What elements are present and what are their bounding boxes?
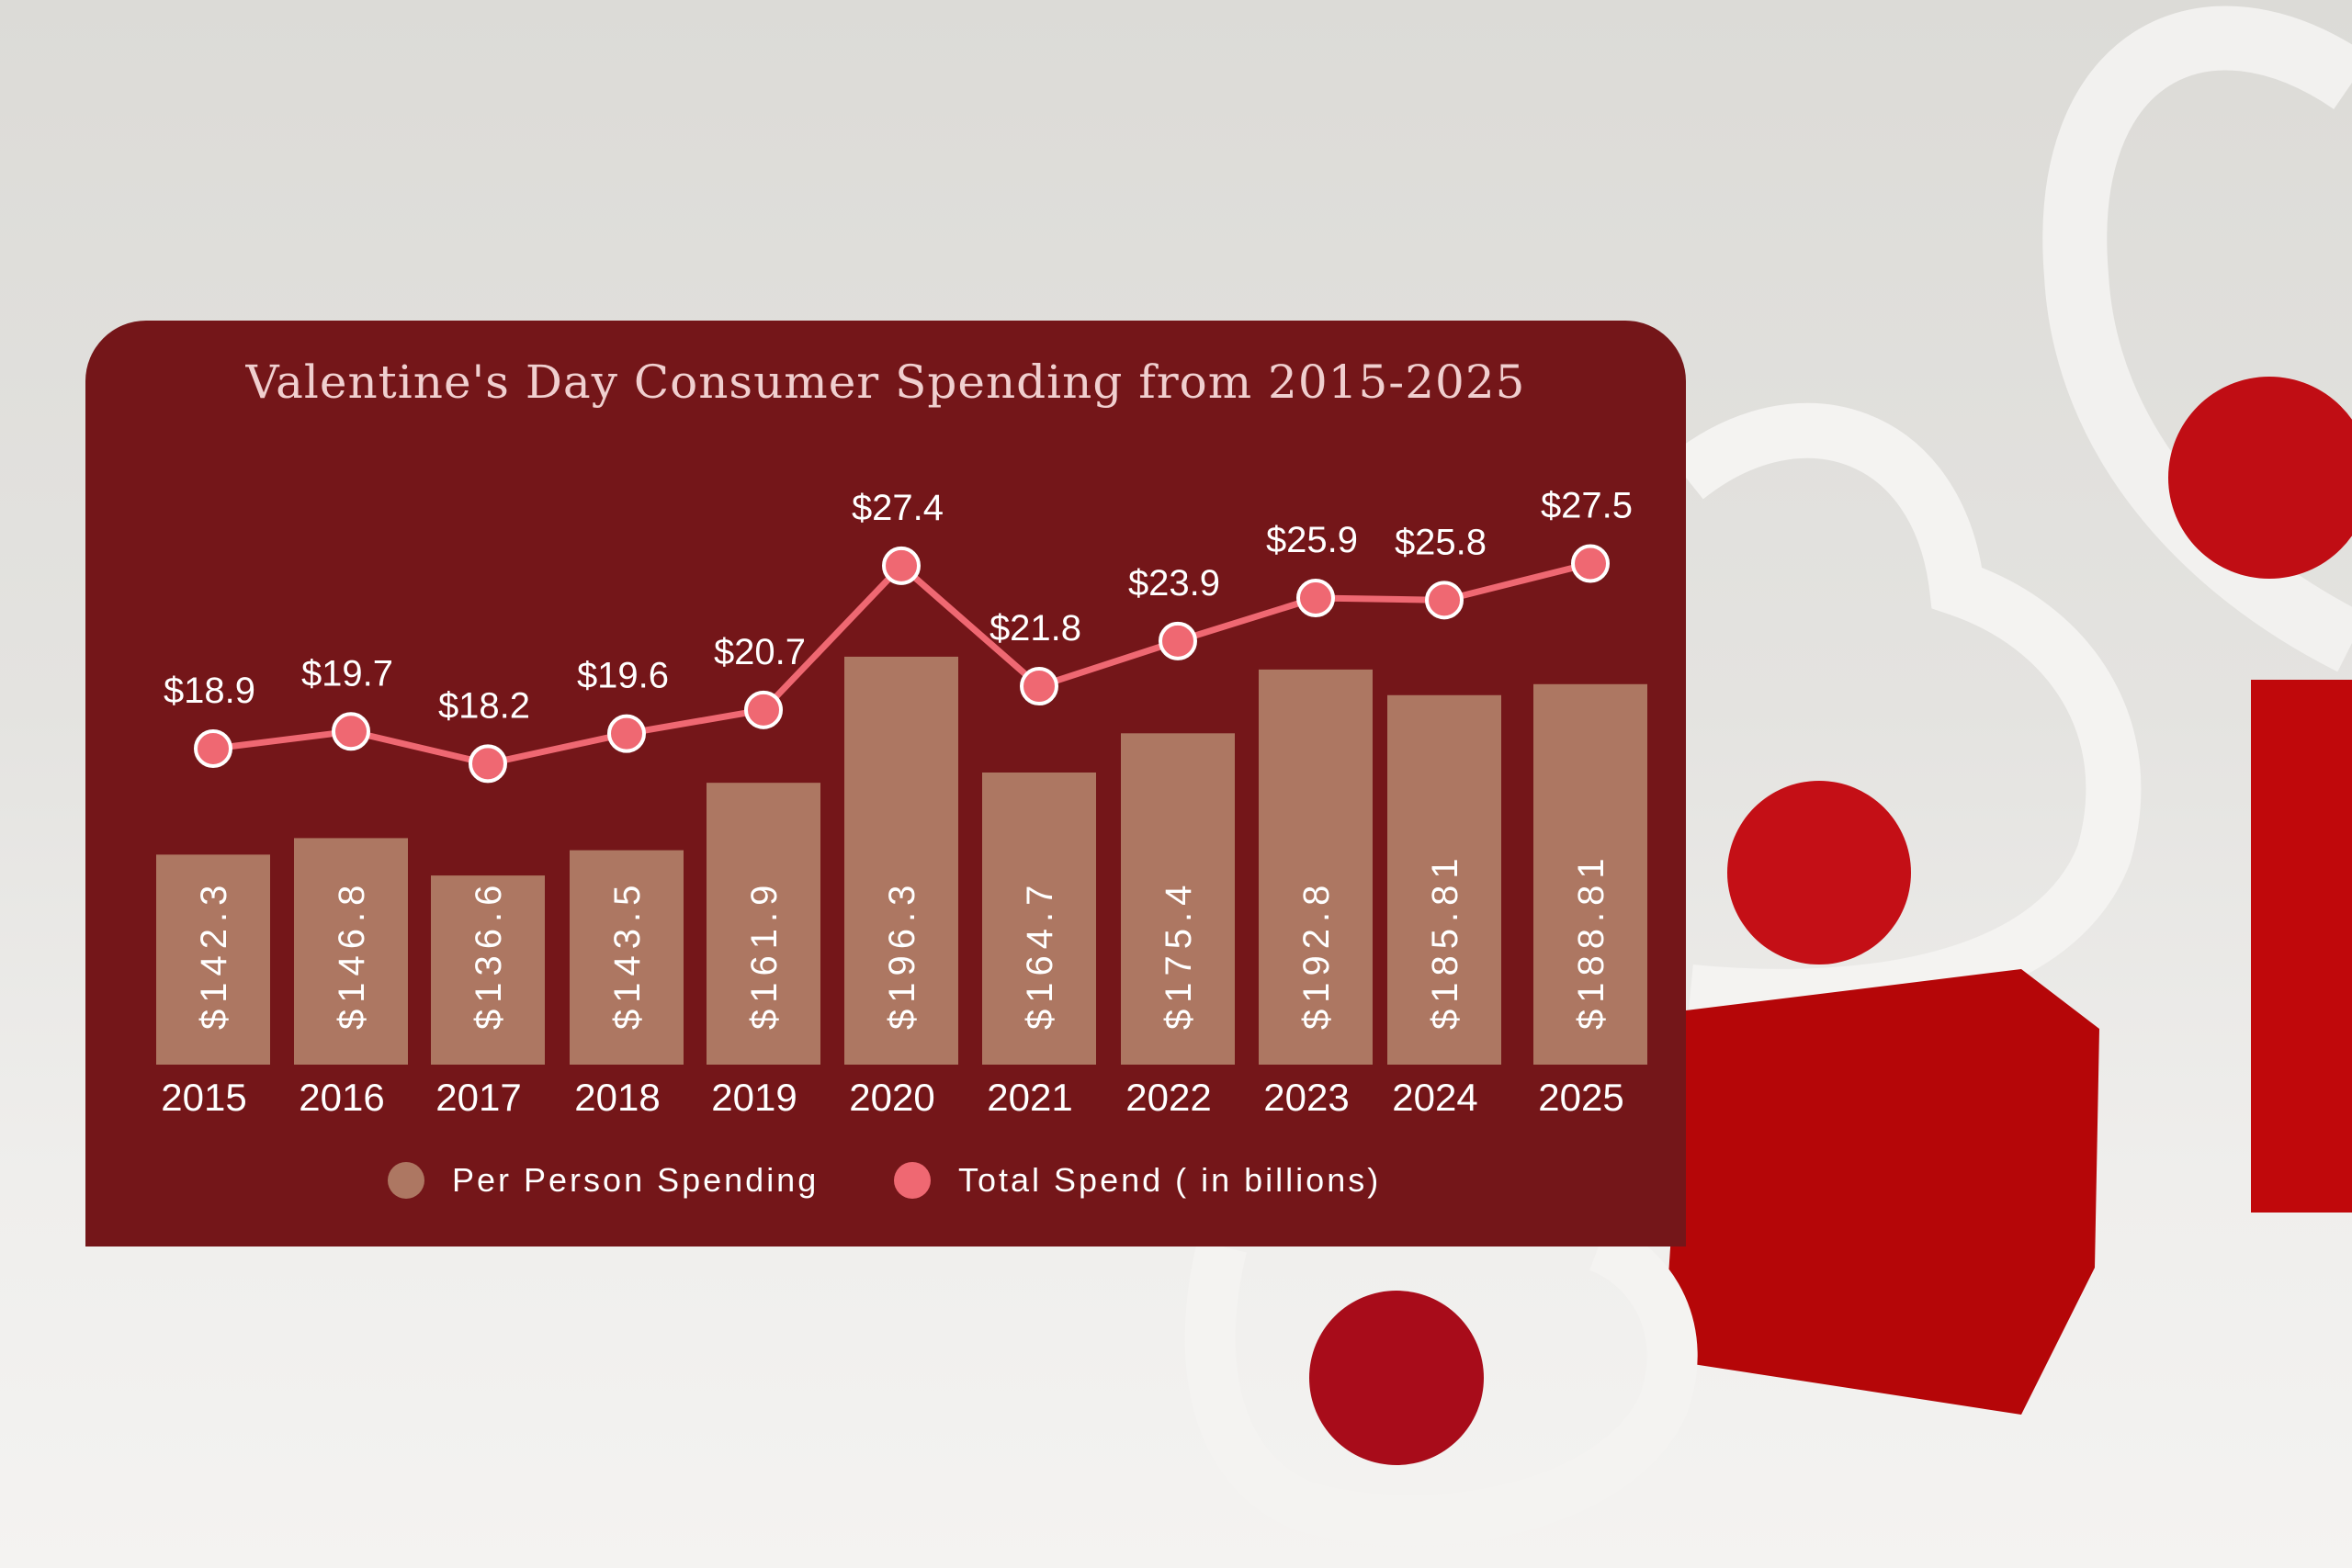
bar-value-label: $136.6 (469, 879, 509, 1030)
legend: Per Person Spending Total Spend ( in bil… (85, 1161, 1686, 1216)
bar-value-label: $185.81 (1425, 852, 1465, 1030)
bar-value-label: $196.3 (882, 879, 922, 1030)
x-tick-label: 2015 (161, 1076, 246, 1119)
line-point (607, 714, 646, 753)
x-tick-label: 2016 (299, 1076, 384, 1119)
x-tick-label: 2022 (1125, 1076, 1211, 1119)
red-pedestal-right (2251, 680, 2352, 1213)
bar-value-label: $146.8 (332, 879, 372, 1030)
x-tick-label: 2018 (574, 1076, 660, 1119)
line-value-label: $27.4 (852, 488, 944, 528)
bar (982, 772, 1096, 1065)
rose-right (2168, 377, 2352, 579)
legend-item-total-spend: Total Spend ( in billions) (894, 1161, 1381, 1200)
bar-value-label: $164.7 (1020, 879, 1060, 1030)
line-point (744, 690, 783, 729)
line-point (332, 712, 370, 751)
x-tick-label: 2020 (849, 1076, 934, 1119)
bar-value-label: $175.4 (1159, 879, 1199, 1030)
bar (1387, 694, 1501, 1065)
heart-sculpture-middle (1668, 402, 2142, 1024)
x-tick-label: 2017 (435, 1076, 521, 1119)
bar-value-label: $142.3 (194, 879, 234, 1030)
bar (1259, 669, 1373, 1065)
line-value-label: $25.8 (1395, 522, 1487, 562)
line-point (1159, 621, 1197, 660)
line-value-label: $18.9 (164, 671, 255, 711)
line-value-label: $23.9 (1128, 563, 1220, 604)
x-tick-label: 2025 (1538, 1076, 1623, 1119)
line-value-label: $25.9 (1266, 520, 1358, 560)
line-point (194, 729, 232, 768)
bar (570, 850, 684, 1065)
legend-swatch-bar (388, 1162, 424, 1199)
legend-swatch-line (894, 1162, 931, 1199)
red-pedestal-middle (1663, 969, 2099, 1415)
line-value-label: $19.6 (577, 656, 669, 696)
x-tick-label: 2021 (987, 1076, 1072, 1119)
chart-plot: $142.3 2015 $146.8 2016 $136.6 2017 $143.5 2018… (156, 486, 1647, 1119)
x-tick-label: 2023 (1263, 1076, 1349, 1119)
rose-bottom (1309, 1291, 1484, 1465)
line-point (1020, 667, 1058, 706)
legend-item-per-person: Per Person Spending (388, 1161, 819, 1200)
bar-value-label: $143.5 (607, 879, 648, 1030)
bar-value-label: $192.8 (1296, 879, 1337, 1030)
line-value-label: $27.5 (1541, 486, 1633, 526)
line-point (1296, 578, 1335, 617)
chart-title: Valentine's Day Consumer Spending from 2… (245, 355, 1526, 409)
heart-sculpture-bottom (1184, 1223, 1698, 1546)
bar (156, 854, 270, 1065)
x-tick-label: 2024 (1392, 1076, 1477, 1119)
legend-label: Total Spend ( in billions) (958, 1161, 1382, 1199)
bar-value-label: $188.81 (1571, 852, 1611, 1030)
rose-middle (1727, 781, 1911, 964)
bar (431, 875, 545, 1065)
bar (1533, 683, 1647, 1065)
bar (1121, 733, 1235, 1065)
bar (844, 656, 958, 1065)
line-point (1425, 581, 1464, 620)
chart-card: Valentine's Day Consumer Spending from 2… (85, 321, 1686, 1247)
line-point (1571, 544, 1610, 583)
line-value-label: $20.7 (714, 632, 806, 672)
x-tick-label: 2019 (711, 1076, 797, 1119)
line-point (882, 546, 921, 585)
bar (707, 783, 820, 1065)
line-value-label: $19.7 (301, 653, 393, 694)
bar (294, 838, 408, 1065)
line-point (469, 744, 507, 784)
bar-value-label: $161.9 (744, 879, 785, 1030)
line-value-label: $18.2 (438, 685, 530, 726)
line-value-label: $21.8 (989, 608, 1081, 649)
legend-label: Per Person Spending (452, 1161, 820, 1199)
